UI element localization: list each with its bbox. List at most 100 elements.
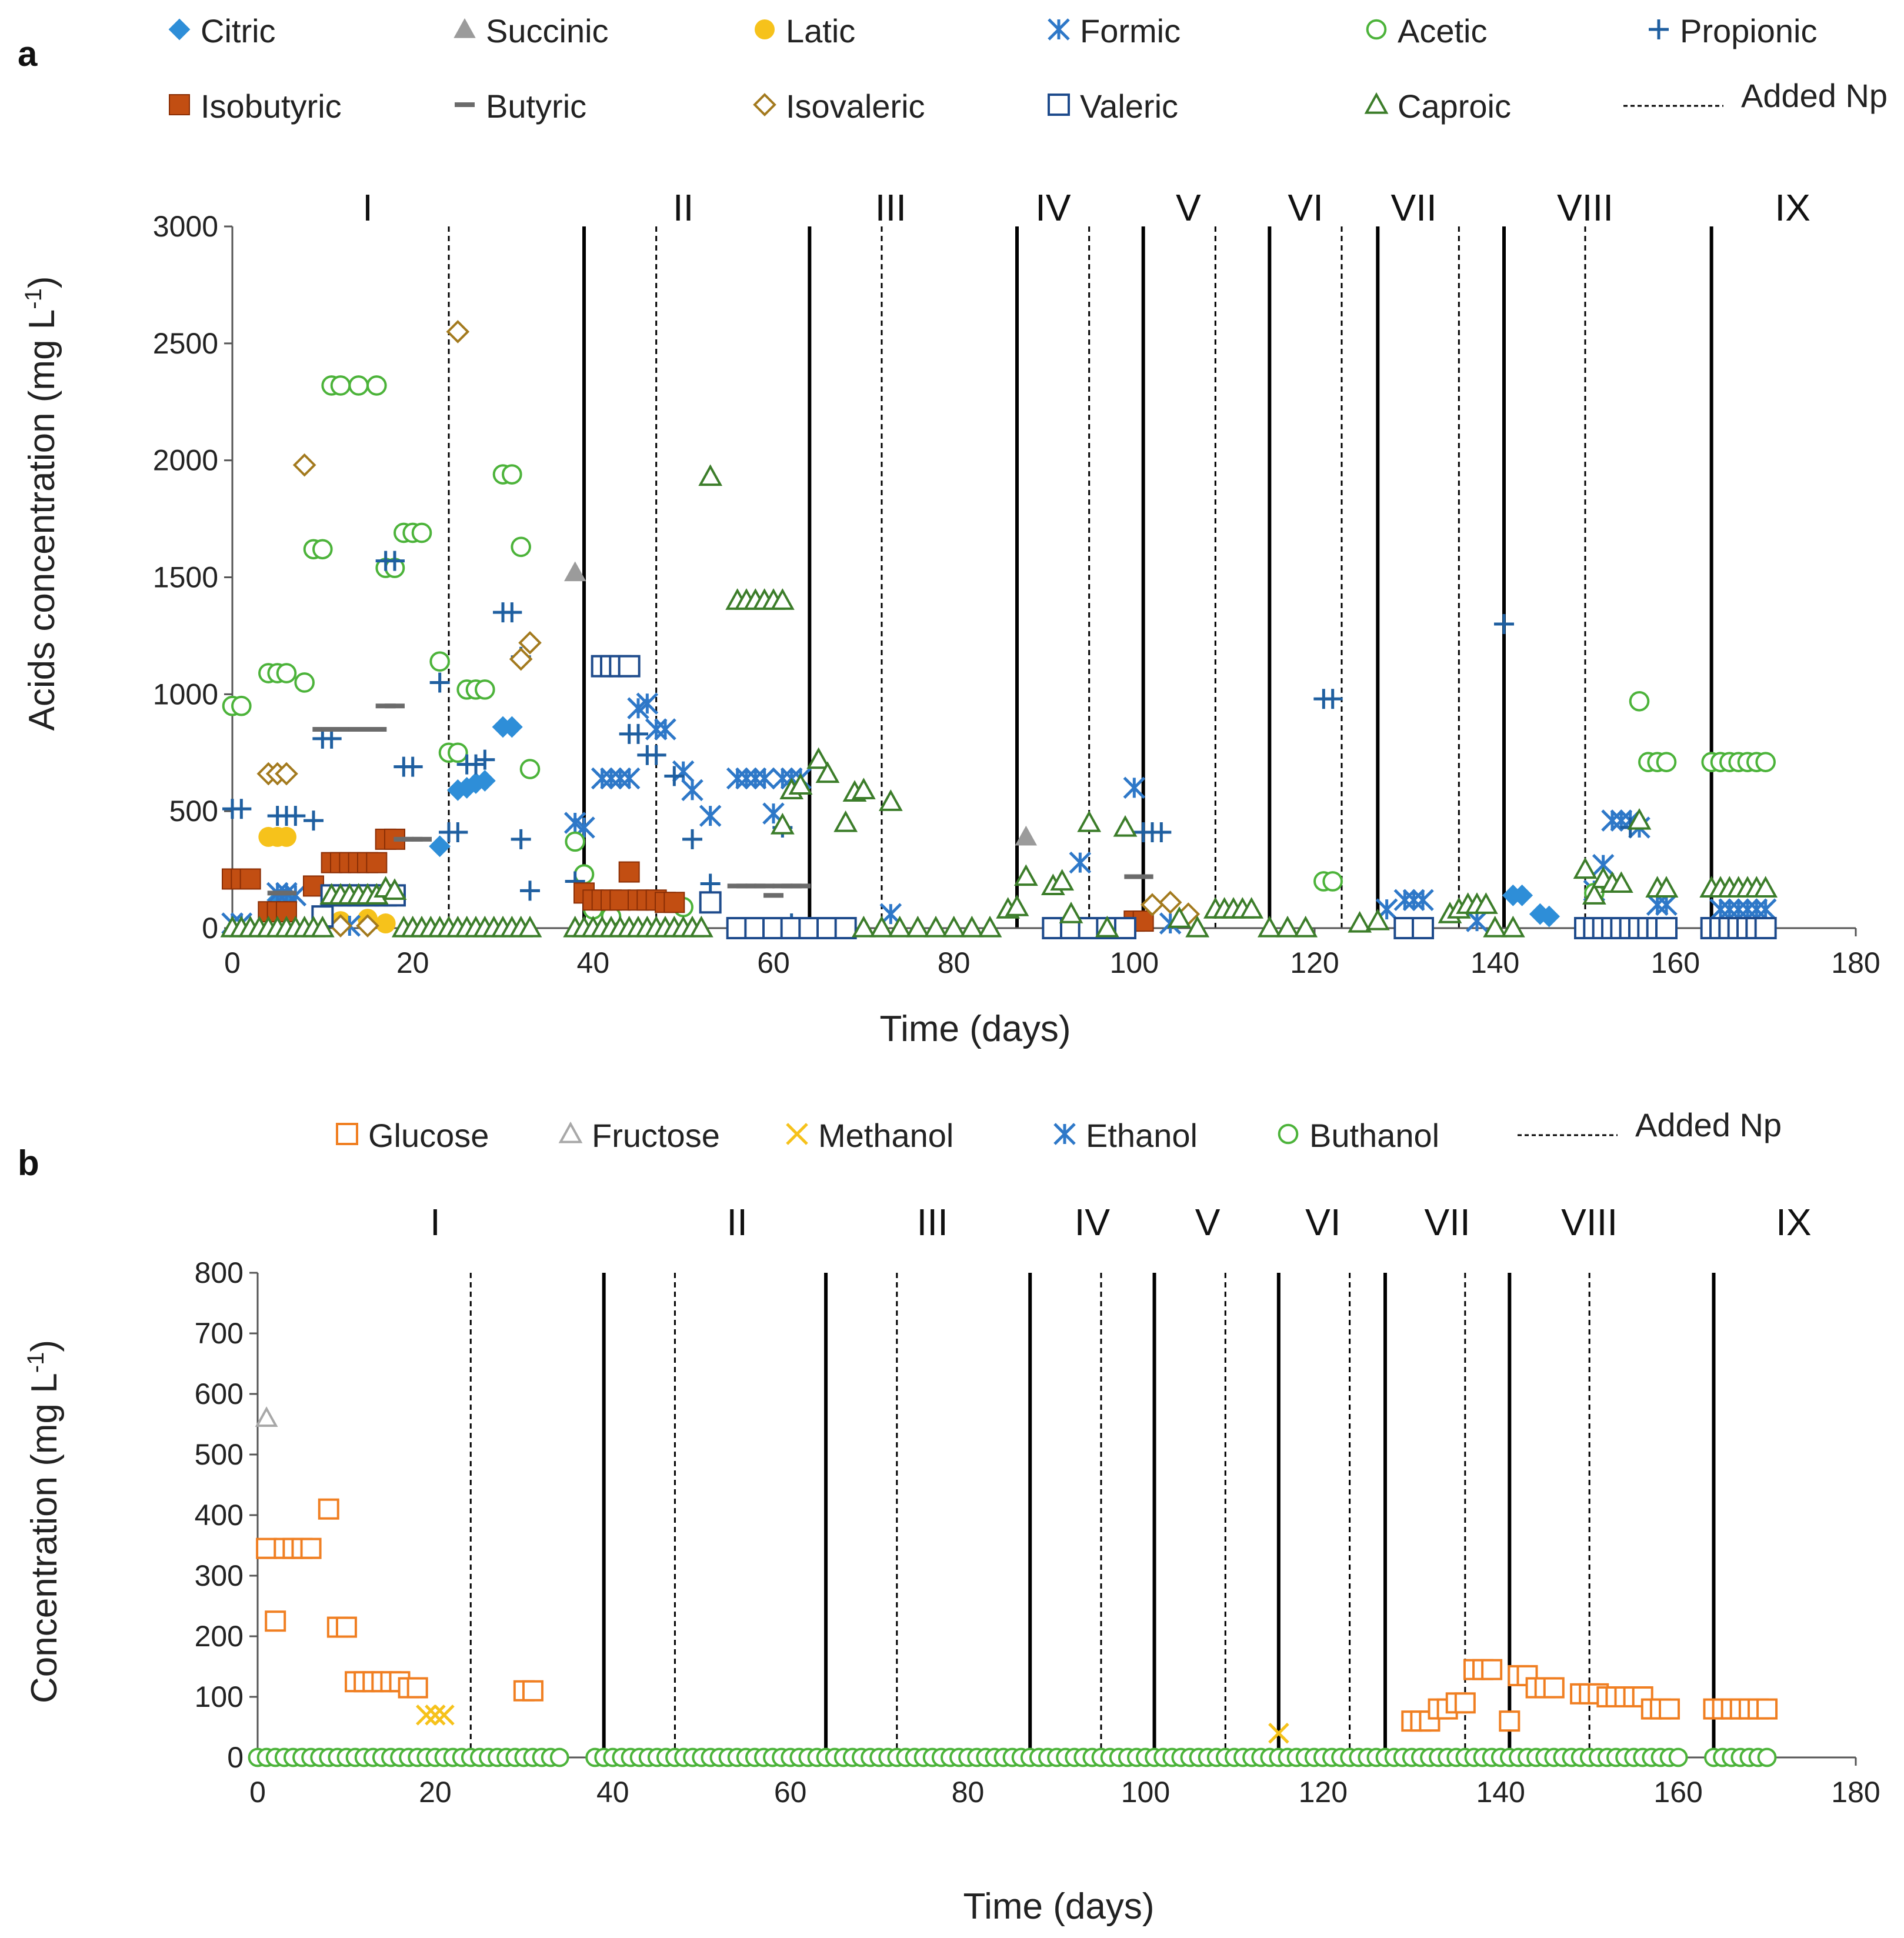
data-point-acetic [330, 375, 351, 396]
x-axis-title-a: Time (days) [880, 1009, 1071, 1049]
data-point-formic [1745, 898, 1768, 920]
data-point-caproic [1113, 815, 1138, 837]
data-point-valeric [1754, 917, 1777, 939]
data-point-caproic [878, 789, 903, 811]
legend-label: Buthanol [1309, 1117, 1439, 1154]
data-point-formic [1069, 851, 1092, 874]
data-point-caproic [959, 915, 984, 938]
legend-a: Citric Succinic Latic Formic Acetic Propionic… [168, 12, 1888, 125]
data-point-formic [1754, 898, 1777, 920]
phase-label-vi: VI [1305, 1201, 1341, 1243]
data-point-citric [1511, 884, 1533, 906]
series-acetic [222, 375, 1776, 927]
data-point-caproic [1059, 902, 1083, 923]
legend-label: Citric [201, 12, 276, 49]
legend-marker-fructose [558, 1121, 583, 1143]
data-point-caproic [978, 915, 1002, 938]
data-point-acetic [502, 464, 522, 485]
data-point-isobutyric [663, 892, 685, 913]
data-point-acetic [429, 651, 450, 672]
data-point-valeric [834, 917, 857, 939]
data-point-acetic [1322, 871, 1343, 892]
data-point-caproic [310, 915, 335, 938]
legend-label: Succinic [486, 12, 609, 49]
data-point-acetic [475, 679, 495, 700]
x-tick-label: 80 [952, 1776, 985, 1809]
data-point-formic [1402, 889, 1425, 912]
y-tick-label: 500 [169, 795, 218, 828]
data-point-caproic [1627, 808, 1652, 830]
x-tick-label: 140 [1470, 946, 1519, 979]
phase-label-viii: VIII [1557, 186, 1613, 229]
phase-label-i: I [362, 186, 373, 229]
data-point-formic [726, 767, 749, 790]
data-point-formic [735, 767, 758, 790]
data-point-caproic [923, 915, 948, 938]
data-point-propionic [700, 873, 721, 894]
data-point-valeric [726, 917, 749, 939]
series-succinic [563, 561, 1038, 846]
y-tick-label: 1500 [153, 561, 218, 594]
phase-label-ii: II [673, 186, 694, 229]
data-point-buthanol [1757, 1747, 1777, 1767]
x-tick-label: 40 [577, 946, 610, 979]
legend-item-ethanol: Ethanol [1053, 1117, 1198, 1154]
legend-label: Propionic [1680, 12, 1817, 49]
data-point-propionic [475, 749, 495, 770]
data-point-isovaleric [1158, 890, 1182, 915]
phase-label-v: V [1176, 186, 1201, 229]
data-point-valeric [1655, 917, 1678, 939]
x-tick-label: 140 [1476, 1776, 1525, 1809]
data-point-citric [429, 835, 451, 858]
data-point-buthanol [1668, 1747, 1688, 1767]
data-point-propionic [502, 602, 522, 623]
data-point-acetic [1755, 752, 1776, 772]
data-point-propionic [385, 551, 405, 571]
data-point-acetic [276, 663, 297, 683]
phase-label-vii: VII [1391, 186, 1437, 229]
y-tick-label: 0 [227, 1741, 244, 1774]
data-point-formic [600, 767, 622, 790]
data-point-glucose [300, 1537, 322, 1559]
series-valeric [311, 655, 1777, 939]
data-point-caproic [698, 464, 723, 486]
legend-item-fructose: Fructose [558, 1117, 720, 1154]
y-axis-title-sup: -1 [21, 288, 46, 309]
data-point-isovaleric [509, 647, 533, 671]
data-point-caproic [869, 915, 894, 938]
data-point-isovaleric [329, 914, 352, 938]
legend-marker-isobutyric [169, 94, 190, 115]
data-point-caproic [1077, 810, 1102, 832]
data-point-formic [1718, 898, 1741, 920]
data-point-formic [1709, 898, 1732, 920]
data-point-buthanol [549, 1747, 569, 1767]
series-isobutyric [222, 828, 1154, 932]
data-point-formic [672, 760, 695, 783]
data-point-acetic [448, 742, 468, 763]
data-point-isovaleric [1141, 893, 1164, 917]
data-point-valeric [1412, 917, 1434, 939]
panel-b: b Glucose Fructose Methanol Ethanol Buthanol… [18, 1106, 1880, 1927]
series-methanol [416, 1704, 1289, 1744]
data-point-caproic [1582, 883, 1606, 905]
series-citric [266, 716, 1560, 928]
series-butyric [267, 703, 1153, 898]
data-point-propionic [448, 822, 468, 842]
legend-marker-valeric [1048, 94, 1070, 116]
data-point-formic [1736, 898, 1759, 920]
x-tick-label: 160 [1653, 1776, 1702, 1809]
data-point-glucose [1499, 1710, 1520, 1732]
legend-marker-isovaleric [753, 93, 776, 116]
x-tick-label: 180 [1831, 946, 1880, 979]
data-point-formic [591, 767, 613, 790]
x-tick-label: 60 [774, 1776, 807, 1809]
data-point-acetic [519, 759, 541, 779]
data-point-glucose [1756, 1698, 1778, 1720]
y-tick-label: 200 [195, 1620, 244, 1653]
y-axis-title-a: Acids concentration (mg L-1) [21, 276, 62, 730]
data-point-formic [1655, 893, 1678, 916]
phase-label-viii: VIII [1561, 1201, 1618, 1243]
data-point-caproic [1185, 915, 1210, 938]
data-point-isobutyric [239, 868, 261, 890]
axes-b: 0 100 200 300 400 500 600 700 800 0 20 40 60 80 100 120… [195, 1256, 1880, 1809]
